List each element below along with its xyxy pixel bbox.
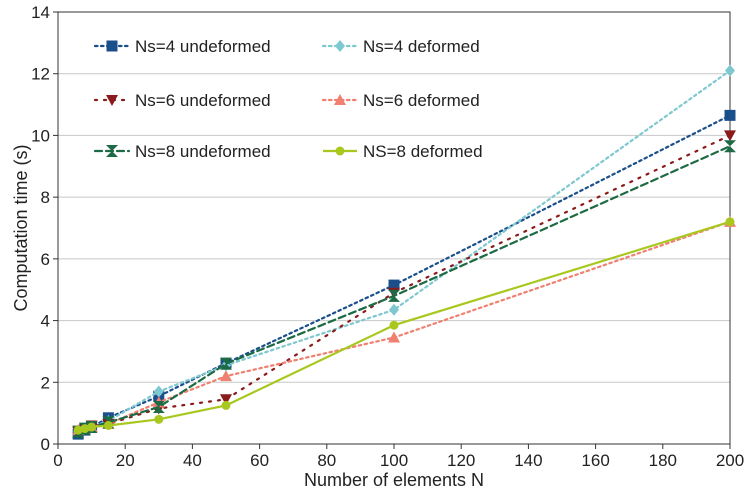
legend-label: Ns=6 deformed: [363, 91, 480, 110]
y-tick-label: 14: [31, 3, 50, 22]
series-6: [73, 217, 735, 435]
grid-lines: [58, 73, 730, 383]
y-tick-label: 2: [41, 373, 50, 392]
y-tick-label: 6: [41, 250, 50, 269]
series-marker: [388, 331, 400, 343]
legend-item: Ns=4 undeformed: [93, 37, 271, 56]
legend-marker: [106, 40, 118, 52]
tick-marks: [53, 11, 731, 449]
series-marker: [221, 400, 231, 410]
y-axis-title: Computation time (s): [11, 144, 31, 311]
x-tick-label: 180: [649, 451, 677, 470]
legend-label: Ns=4 deformed: [363, 37, 480, 56]
series-line: [77, 145, 732, 433]
series-marker: [220, 357, 232, 370]
legend: Ns=4 undeformed Ns=4 deformed Ns=6 undefor…: [93, 37, 483, 161]
x-tick-label: 60: [250, 451, 269, 470]
x-tick-label: 120: [447, 451, 475, 470]
series-marker: [80, 424, 90, 434]
series-marker: [725, 64, 735, 77]
legend-item: Ns=6 undeformed: [93, 91, 271, 110]
series-marker: [73, 425, 83, 435]
series-marker: [724, 140, 736, 153]
legend-item: Ns=8 undeformed: [93, 142, 271, 161]
y-tick-label: 4: [41, 312, 50, 331]
y-tick-label: 10: [31, 126, 50, 145]
plot-background: [58, 12, 730, 444]
legend-marker: [106, 95, 118, 106]
legend-marker: [335, 40, 345, 52]
series-marker: [388, 279, 400, 291]
series-marker: [220, 394, 232, 406]
series-marker: [389, 320, 399, 330]
x-tick-label: 80: [317, 451, 336, 470]
x-tick-label: 140: [514, 451, 542, 470]
series-marker: [154, 414, 164, 424]
x-tick-label: 40: [183, 451, 202, 470]
y-tick-labels: 0 2 4 6 8 10 12 14: [31, 3, 50, 454]
legend-marker: [334, 94, 346, 105]
legend-label: Ns=8 undeformed: [135, 142, 271, 161]
x-tick-label: 160: [581, 451, 609, 470]
legend-label: Ns=6 undeformed: [135, 91, 271, 110]
series-marker: [388, 289, 400, 302]
x-tick-label: 20: [116, 451, 135, 470]
series-marker: [153, 385, 164, 398]
series-marker: [725, 217, 735, 227]
y-tick-label: 0: [41, 435, 50, 454]
legend-label: NS=8 deformed: [363, 142, 483, 161]
x-axis-title: Number of elements N: [304, 470, 484, 490]
series-marker: [87, 422, 97, 432]
x-tick-labels: 0 20 40 60 80 100 120 140 160 180 200: [53, 451, 744, 470]
y-tick-label: 12: [31, 65, 50, 84]
x-tick-label: 200: [716, 451, 744, 470]
y-tick-label: 8: [41, 188, 50, 207]
series-marker: [220, 370, 232, 382]
legend-item: NS=8 deformed: [323, 142, 483, 161]
x-tick-label: 0: [53, 451, 62, 470]
series-marker: [724, 130, 736, 142]
legend-marker: [335, 146, 345, 156]
legend-marker: [106, 145, 118, 157]
series-marker: [724, 109, 736, 121]
series-marker: [103, 420, 113, 430]
series-layer: [72, 64, 736, 440]
series-marker: [152, 400, 165, 413]
legend-label: Ns=4 undeformed: [135, 37, 271, 56]
series-marker: [389, 303, 399, 316]
legend-item: Ns=6 deformed: [321, 91, 480, 110]
legend-item: Ns=4 deformed: [321, 37, 480, 56]
x-tick-label: 100: [380, 451, 408, 470]
